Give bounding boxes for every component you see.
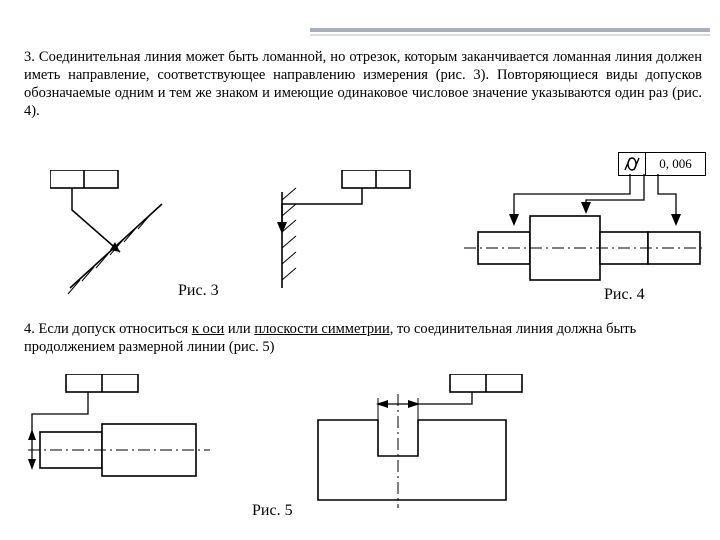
header-rule-1 <box>310 28 710 32</box>
fig3-diagram-right <box>270 170 420 305</box>
para4-u2: плоскости симметрии <box>254 321 389 337</box>
fig5-diagram-left <box>28 374 218 504</box>
tolerance-value: 0, 006 <box>646 153 705 175</box>
para4-pre: 4. Если допуск относиться <box>24 321 192 337</box>
header-rule-2 <box>310 34 710 36</box>
fig5-label: Рис. 5 <box>252 502 293 520</box>
fig4-label: Рис. 4 <box>604 286 645 304</box>
para4-mid: или <box>224 321 254 337</box>
fig4-tolerance-frame: 0, 006 <box>618 152 706 176</box>
fig4-diagram <box>458 174 708 289</box>
fig5-diagram-right <box>300 374 540 514</box>
cylindricity-icon <box>619 153 646 175</box>
paragraph-4: 4. Если допуск относиться к оси или плос… <box>24 320 702 356</box>
fig3-label: Рис. 3 <box>178 282 219 300</box>
para4-u1: к оси <box>192 321 224 337</box>
paragraph-3: 3. Соединительная линия может быть ломан… <box>24 48 702 121</box>
